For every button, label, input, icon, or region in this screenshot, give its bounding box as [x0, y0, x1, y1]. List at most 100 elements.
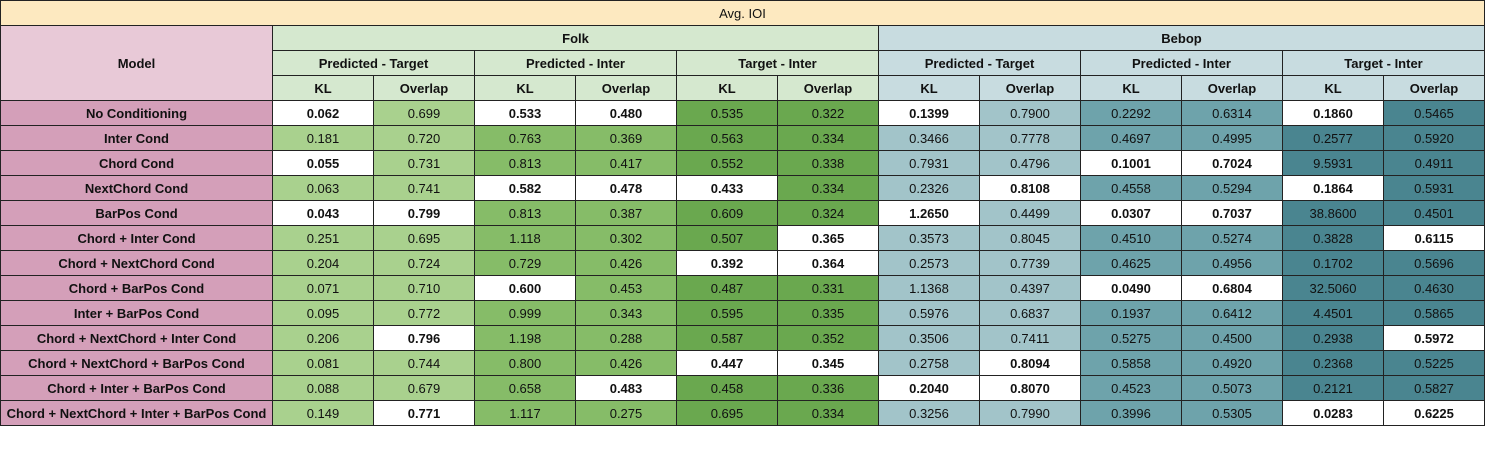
- table-cell: 0.6412: [1181, 300, 1283, 326]
- table-cell: 0.2326: [878, 175, 980, 201]
- group-header-folk: Folk: [272, 25, 879, 51]
- table-row: Chord + NextChord Cond 0.204 0.724 0.729 0.4…: [0, 250, 1485, 276]
- row-model-name: Chord + NextChord + BarPos Cond: [0, 350, 273, 376]
- table-cell: 0.4796: [979, 150, 1081, 176]
- table-cell: 0.7411: [979, 325, 1081, 351]
- table-cell: 0.288: [575, 325, 677, 351]
- subgroup-header: Predicted - Target: [878, 50, 1081, 76]
- table-cell: 0.8070: [979, 375, 1081, 401]
- table-cell: 0.369: [575, 125, 677, 151]
- table-cell: 0.088: [272, 375, 374, 401]
- table-cell: 0.1399: [878, 100, 980, 126]
- table-cell: 0.5275: [1080, 325, 1182, 351]
- table-row: Chord + NextChord + BarPos Cond 0.081 0.74…: [0, 350, 1485, 376]
- table-cell: 0.487: [676, 275, 778, 301]
- row-model-name: Chord + BarPos Cond: [0, 275, 273, 301]
- table-cell: 0.345: [777, 350, 879, 376]
- row-model-name: Chord + NextChord + Inter + BarPos Cond: [0, 400, 273, 426]
- table-cell: 0.2573: [878, 250, 980, 276]
- table-cell: 0.0283: [1282, 400, 1384, 426]
- row-model-name: Chord + NextChord Cond: [0, 250, 273, 276]
- table-cell: 0.2758: [878, 350, 980, 376]
- table-cell: 0.458: [676, 375, 778, 401]
- metric-header-overlap: Overlap: [777, 75, 879, 101]
- table-row: BarPos Cond 0.043 0.799 0.813 0.387 0.609 0.32…: [0, 200, 1485, 226]
- table-title: Avg. IOI: [0, 0, 1485, 26]
- row-model-name: Chord + Inter + BarPos Cond: [0, 375, 273, 401]
- table-cell: 0.081: [272, 350, 374, 376]
- table-cell: 0.813: [474, 200, 576, 226]
- row-model-name: Chord + Inter Cond: [0, 225, 273, 251]
- table-cell: 0.595: [676, 300, 778, 326]
- table-cell: 0.417: [575, 150, 677, 176]
- table-cell: 0.658: [474, 375, 576, 401]
- table-cell: 0.7778: [979, 125, 1081, 151]
- table-cell: 0.4501: [1383, 200, 1485, 226]
- table-cell: 0.3256: [878, 400, 980, 426]
- table-cell: 0.336: [777, 375, 879, 401]
- table-cell: 1.198: [474, 325, 576, 351]
- table-cell: 0.5073: [1181, 375, 1283, 401]
- table-cell: 0.453: [575, 275, 677, 301]
- table-cell: 0.063: [272, 175, 374, 201]
- table-cell: 4.4501: [1282, 300, 1384, 326]
- table-cell: 0.7900: [979, 100, 1081, 126]
- table-cell: 0.563: [676, 125, 778, 151]
- metric-header-kl: KL: [1282, 75, 1384, 101]
- table-cell: 0.365: [777, 225, 879, 251]
- table-cell: 0.2292: [1080, 100, 1182, 126]
- metric-header-kl: KL: [676, 75, 778, 101]
- table-cell: 0.324: [777, 200, 879, 226]
- table-cell: 0.334: [777, 175, 879, 201]
- table-cell: 0.4397: [979, 275, 1081, 301]
- table-cell: 0.609: [676, 200, 778, 226]
- table-cell: 0.447: [676, 350, 778, 376]
- table-row: Chord + NextChord + Inter + BarPos Cond 0…: [0, 400, 1485, 426]
- subgroup-header: Predicted - Target: [272, 50, 475, 76]
- table-cell: 0.071: [272, 275, 374, 301]
- table-cell: 0.4697: [1080, 125, 1182, 151]
- table-cell: 0.720: [373, 125, 475, 151]
- table-cell: 0.800: [474, 350, 576, 376]
- table-cell: 0.2577: [1282, 125, 1384, 151]
- table-cell: 0.387: [575, 200, 677, 226]
- table-cell: 0.062: [272, 100, 374, 126]
- table-cell: 0.4995: [1181, 125, 1283, 151]
- metric-header-overlap: Overlap: [575, 75, 677, 101]
- model-column-header: Model: [0, 25, 273, 101]
- table-cell: 0.302: [575, 225, 677, 251]
- table-row: NextChord Cond 0.063 0.741 0.582 0.478 0.433 0…: [0, 175, 1485, 201]
- table-cell: 0.5274: [1181, 225, 1283, 251]
- row-model-name: Inter Cond: [0, 125, 273, 151]
- table-cell: 0.6314: [1181, 100, 1283, 126]
- table-cell: 0.4500: [1181, 325, 1283, 351]
- table-cell: 1.2650: [878, 200, 980, 226]
- table-cell: 0.535: [676, 100, 778, 126]
- metric-header-kl: KL: [272, 75, 374, 101]
- table-cell: 0.392: [676, 250, 778, 276]
- table-cell: 0.7990: [979, 400, 1081, 426]
- metric-header-overlap: Overlap: [979, 75, 1081, 101]
- metric-header-overlap: Overlap: [373, 75, 475, 101]
- row-model-name: Chord Cond: [0, 150, 273, 176]
- table-cell: 0.4523: [1080, 375, 1182, 401]
- table-cell: 9.5931: [1282, 150, 1384, 176]
- row-model-name: NextChord Cond: [0, 175, 273, 201]
- table-cell: 0.251: [272, 225, 374, 251]
- table-cell: 0.4510: [1080, 225, 1182, 251]
- table-cell: 0.1937: [1080, 300, 1182, 326]
- table-cell: 0.426: [575, 350, 677, 376]
- table-cell: 0.744: [373, 350, 475, 376]
- table-cell: 0.999: [474, 300, 576, 326]
- table-cell: 0.433: [676, 175, 778, 201]
- metric-header-overlap: Overlap: [1383, 75, 1485, 101]
- table-cell: 0.3573: [878, 225, 980, 251]
- row-model-name: BarPos Cond: [0, 200, 273, 226]
- table-cell: 1.117: [474, 400, 576, 426]
- metric-header-kl: KL: [878, 75, 980, 101]
- group-header-bebop: Bebop: [878, 25, 1485, 51]
- title-row: Avg. IOI: [0, 0, 1485, 26]
- table-cell: 0.771: [373, 400, 475, 426]
- table-cell: 0.533: [474, 100, 576, 126]
- table-cell: 0.3828: [1282, 225, 1384, 251]
